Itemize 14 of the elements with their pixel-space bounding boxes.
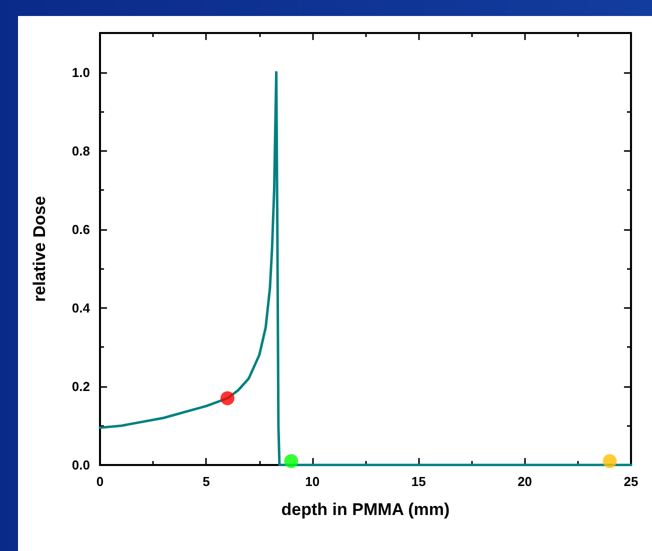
y-tick-label: 0.6 bbox=[72, 222, 90, 237]
x-tick-label: 25 bbox=[624, 474, 638, 489]
y-axis-title: relative Dose bbox=[30, 196, 49, 302]
y-tick-label: 1.0 bbox=[72, 64, 90, 80]
y-tick-label: 0.8 bbox=[72, 143, 90, 158]
x-tick-label: 15 bbox=[411, 474, 426, 489]
y-tick-label: 0.2 bbox=[72, 378, 90, 394]
x-tick-label: 10 bbox=[305, 474, 320, 489]
y-tick-label: 0.4 bbox=[72, 300, 91, 316]
x-tick-label: 20 bbox=[518, 474, 532, 489]
x-tick-label: 0 bbox=[96, 474, 104, 489]
x-axis-title: depth in PMMA (mm) bbox=[281, 500, 450, 519]
y-tick-label: 0.0 bbox=[72, 458, 90, 472]
x-tick-label: 5 bbox=[202, 474, 210, 489]
